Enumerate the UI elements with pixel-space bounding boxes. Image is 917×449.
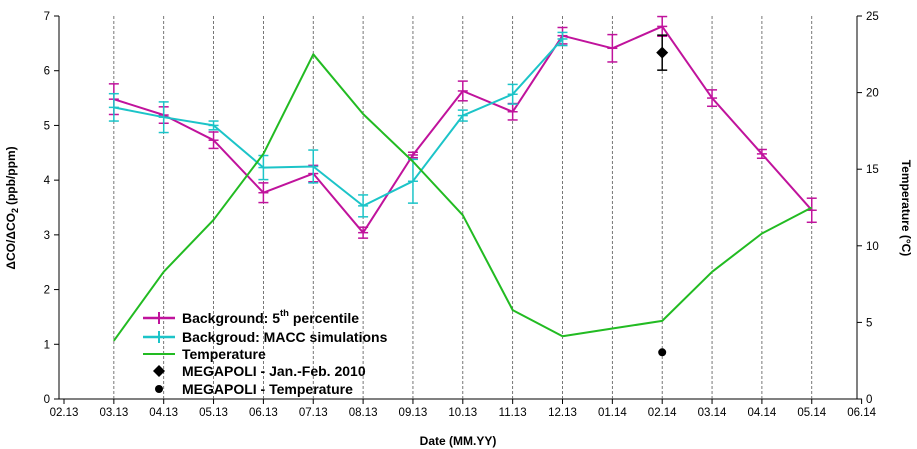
y-right-tick-label-25: 25	[866, 11, 879, 23]
axes-layer: 02.13 03.13 04.13 05.13 06.13 07.13 08.13 09.13…	[44, 11, 879, 419]
x-tick-label-10.13: 10.13	[448, 407, 477, 419]
y-axis-left-title: ΔCO/ΔCO2(ppb/ppm)	[4, 146, 20, 269]
point-megapoli-jan-feb-2010-02.14	[656, 46, 669, 59]
point-megapoli-temperature-02.14	[658, 348, 667, 357]
plot-frame	[58, 16, 858, 400]
y-right-tick-label-0: 0	[866, 394, 872, 406]
x-tick-label-03.13: 03.13	[99, 407, 128, 419]
y-right-tick-label-10: 10	[866, 241, 879, 253]
x-tick-label-07.13: 07.13	[299, 407, 328, 419]
legend-item-megapoli-jan-feb: MEGAPOLI - Jan.-Feb. 2010	[153, 363, 366, 379]
series-line-backgroud-macc-simulations	[113, 38, 564, 207]
legend-label-macc: Backgroud: MACC simulations	[182, 329, 388, 345]
x-tick-label-05.13: 05.13	[199, 407, 228, 419]
y-left-tick-label-1: 1	[44, 339, 50, 351]
x-tick-label-03.14: 03.14	[698, 407, 727, 419]
y-right-tick-label-15: 15	[866, 164, 879, 176]
x-tick-label-09.13: 09.13	[399, 407, 428, 419]
x-tick-label-06.14: 06.14	[847, 407, 876, 419]
legend-label-megapoli-temperature: MEGAPOLI - Temperature	[182, 381, 353, 397]
y-left-tick-label-0: 0	[44, 394, 50, 406]
x-tick-label-08.13: 08.13	[349, 407, 378, 419]
y-right-tick-label-20: 20	[866, 88, 879, 100]
x-tick-label-01.14: 01.14	[598, 407, 627, 419]
x-tick-label-11.13: 11.13	[499, 407, 527, 419]
legend-label-temperature: Temperature	[182, 346, 266, 362]
x-tick-label-04.13: 04.13	[149, 407, 178, 419]
series-layer	[108, 15, 817, 357]
y-axis-right-title: Temperature (°C)	[899, 160, 913, 257]
x-tick-label-02.14: 02.14	[648, 407, 677, 419]
legend-item-background-5th: Background: 5th percentile	[143, 308, 359, 326]
legend-label-megapoli-jan-feb: MEGAPOLI - Jan.-Feb. 2010	[182, 363, 366, 379]
legend-marker-diamond	[153, 365, 165, 377]
y-left-tick-label-3: 3	[44, 230, 50, 242]
x-tick-label-04.14: 04.14	[748, 407, 777, 419]
legend-marker-circle	[155, 385, 163, 393]
legend: Background: 5th percentile Backgroud: MA…	[143, 308, 388, 397]
y-left-tick-label-2: 2	[44, 285, 50, 297]
x-axis-title: Date (MM.YY)	[420, 434, 497, 448]
x-tick-label-02.13: 02.13	[50, 407, 79, 419]
legend-item-megapoli-temperature: MEGAPOLI - Temperature	[155, 381, 353, 397]
x-tick-label-06.13: 06.13	[249, 407, 278, 419]
legend-label-background-5th: Background: 5th percentile	[182, 308, 359, 326]
x-tick-label-12.13: 12.13	[548, 407, 577, 419]
y-left-tick-label-7: 7	[44, 11, 50, 23]
legend-item-temperature: Temperature	[143, 346, 266, 362]
series-line-temperature	[112, 53, 813, 342]
y-left-tick-label-5: 5	[44, 120, 50, 132]
vertical-grid	[113, 16, 813, 399]
y-left-tick-label-4: 4	[44, 175, 51, 187]
legend-item-macc: Backgroud: MACC simulations	[143, 329, 388, 345]
y-left-tick-label-6: 6	[44, 66, 50, 78]
y-right-tick-label-5: 5	[866, 317, 872, 329]
x-tick-label-05.14: 05.14	[797, 407, 826, 419]
